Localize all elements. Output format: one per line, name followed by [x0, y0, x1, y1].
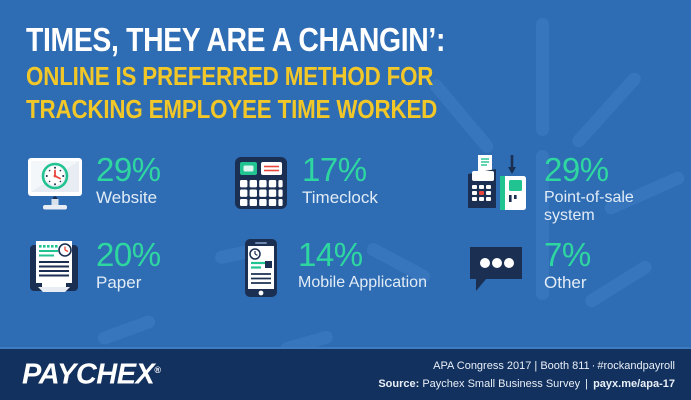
footer-separator: ·	[591, 359, 596, 372]
stat-text: 14% Mobile Application	[298, 237, 427, 292]
stat-label: Point-of-sale system	[544, 189, 634, 224]
footer-meta: APA Congress 2017 | Booth 811 · #rockandpa…	[378, 358, 675, 392]
keypad-timeclock-icon	[230, 152, 292, 214]
statistics-row: 29% Website	[24, 152, 672, 225]
headline-sub-line2: TRACKING EMPLOYEE TIME WORKED	[26, 93, 438, 124]
stat-label: Mobile Application	[298, 274, 427, 291]
footer-bar: PAYCHEX® APA Congress 2017 | Booth 811 · #…	[0, 347, 691, 400]
stat-percent: 7%	[544, 236, 591, 273]
stat-label: Website	[96, 188, 158, 207]
headline-block: TIMES, THEY ARE A CHANGIN’: ONLINE IS PR…	[26, 22, 513, 123]
stat-item-paper: 20% Paper	[24, 237, 230, 299]
smartphone-app-icon	[238, 237, 284, 299]
stat-percent: 29%	[96, 151, 161, 188]
burst-ray	[536, 18, 549, 136]
footer-event-line: APA Congress 2017 | Booth 811 · #rockandpa…	[378, 358, 675, 374]
stat-percent: 14%	[298, 236, 363, 273]
stat-percent: 29%	[544, 151, 609, 188]
statistics-grid: 29% Website	[24, 152, 672, 299]
paychex-logo-text: PAYCHEX	[22, 358, 155, 390]
speech-bubble-icon	[462, 237, 534, 299]
footer-pipe: |	[585, 377, 588, 390]
footer-event: APA Congress 2017 | Booth 811	[433, 359, 590, 372]
stat-label: Other	[544, 273, 587, 292]
stat-text: 17% Timeclock	[302, 152, 378, 207]
stat-percent: 17%	[302, 151, 367, 188]
burst-ray	[569, 69, 644, 151]
stat-item-point-of-sale: 29% Point-of-sale system	[462, 152, 672, 225]
stat-item-timeclock: 17% Timeclock	[230, 152, 462, 225]
footer-source-label: Source:	[378, 377, 420, 390]
paychex-logo: PAYCHEX®	[22, 358, 161, 391]
stat-label: Timeclock	[302, 188, 378, 207]
footer-source-text: Paychex Small Business Survey	[422, 377, 581, 390]
footer-hashtag: #rockandpayroll	[597, 359, 675, 372]
statistics-row: 20% Paper	[24, 237, 672, 299]
point-of-sale-terminal-icon	[462, 152, 534, 214]
stat-label: Paper	[96, 273, 142, 292]
stat-item-website: 29% Website	[24, 152, 230, 225]
stat-text: 29% Website	[96, 152, 161, 207]
registered-mark: ®	[154, 364, 161, 375]
footer-url[interactable]: payx.me/apa-17	[593, 377, 675, 390]
stat-percent: 20%	[96, 236, 161, 273]
stat-text: 20% Paper	[96, 237, 161, 292]
burst-ray	[96, 313, 157, 347]
stat-text: 29% Point-of-sale system	[544, 152, 634, 225]
headline-sub-line1: ONLINE IS PREFERRED METHOD FOR	[26, 61, 434, 91]
stat-item-mobile-application: 14% Mobile Application	[230, 237, 462, 299]
monitor-clock-icon	[24, 152, 86, 214]
headline-main: TIMES, THEY ARE A CHANGIN’:	[26, 21, 446, 58]
stat-text: 7% Other	[544, 237, 591, 292]
paper-document-clock-icon	[24, 237, 86, 299]
footer-source-line: Source: Paychex Small Business Survey | …	[378, 376, 675, 392]
stat-item-other: 7% Other	[462, 237, 672, 299]
